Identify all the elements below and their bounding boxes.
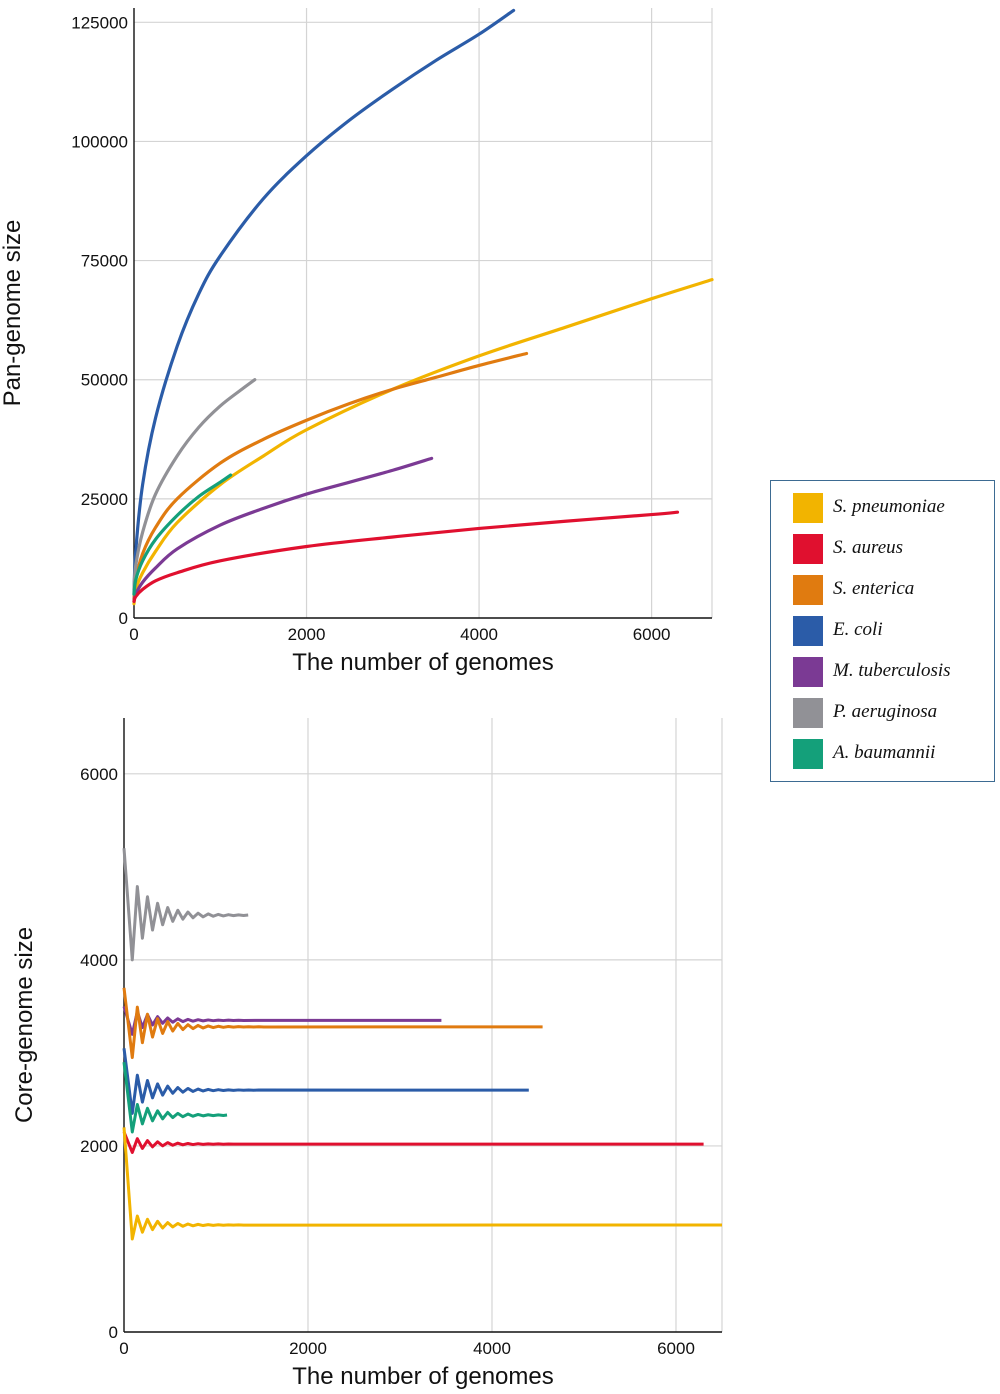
legend-item: S. aureus (793, 534, 993, 564)
series-line-m-tuberculosis (132, 456, 434, 603)
series-line-a-baumannii (122, 1062, 228, 1134)
legend-swatch (793, 698, 823, 728)
legend-item: M. tuberculosis (793, 657, 993, 687)
y-tick-label: 100000 (71, 132, 128, 151)
series-line-s-pneumoniae (122, 1127, 723, 1241)
legend: S. pneumoniae S. aureus S. enterica E. c… (770, 480, 995, 782)
x-tick-label: 2000 (289, 1339, 327, 1358)
x-tick-label: 0 (129, 625, 138, 644)
series-line-a-baumannii (132, 473, 233, 596)
legend-label: S. enterica (833, 578, 915, 599)
legend-item: A. baumannii (793, 739, 993, 769)
series-line-s-aureus (132, 510, 680, 603)
y-tick-label: 4000 (80, 951, 118, 970)
x-tick-label: 2000 (288, 625, 326, 644)
series-line-s-pneumoniae (132, 278, 714, 606)
x-tick-label: 6000 (633, 625, 671, 644)
series-line-p-aeruginosa (132, 378, 257, 592)
y-tick-label: 0 (109, 1323, 118, 1342)
y-axis-label: Core-genome size (11, 927, 38, 1123)
legend-item: P. aeruginosa (793, 698, 993, 728)
x-axis-label: The number of genomes (292, 1363, 553, 1390)
x-tick-label: 4000 (460, 625, 498, 644)
legend-swatch (793, 534, 823, 564)
y-tick-label: 0 (119, 609, 128, 628)
y-tick-label: 75000 (81, 252, 128, 271)
legend-item: E. coli (793, 616, 993, 646)
legend-swatch (793, 657, 823, 687)
core-genome-chart: 0 2000 4000 6000 0 2000 4000 6000 The number of … (11, 718, 723, 1390)
legend-label: E. coli (833, 619, 883, 640)
x-tick-label: 0 (119, 1339, 128, 1358)
x-axis-label: The number of genomes (292, 649, 553, 676)
legend-label: S. aureus (833, 537, 904, 558)
x-tick-label: 4000 (473, 1339, 511, 1358)
series-line-e-coli (132, 8, 516, 596)
y-axis-label: Pan-genome size (0, 220, 26, 407)
legend-item: S. pneumoniae (793, 493, 993, 523)
y-tick-label: 2000 (80, 1137, 118, 1156)
legend-label: M. tuberculosis (833, 660, 951, 681)
series-line-p-aeruginosa (122, 848, 249, 962)
series-line-s-aureus (122, 1131, 704, 1154)
pan-genome-chart: 0 2000 4000 6000 0 25000 50000 75000 100000 12500… (0, 8, 714, 676)
y-tick-label: 50000 (81, 371, 128, 390)
legend-label: S. pneumoniae (833, 496, 945, 517)
legend-swatch (793, 616, 823, 646)
y-tick-label: 6000 (80, 765, 118, 784)
y-tick-label: 25000 (81, 490, 128, 509)
legend-swatch (793, 575, 823, 605)
legend-label: P. aeruginosa (833, 701, 938, 722)
legend-item: S. enterica (793, 575, 993, 605)
legend-swatch (793, 493, 823, 523)
series-line-e-coli (122, 1048, 529, 1115)
legend-label: A. baumannii (833, 742, 936, 763)
y-tick-label: 125000 (71, 13, 128, 32)
x-tick-label: 6000 (657, 1339, 695, 1358)
series-line-s-enterica (132, 351, 529, 601)
legend-swatch (793, 739, 823, 769)
series-line-s-enterica (122, 987, 543, 1060)
